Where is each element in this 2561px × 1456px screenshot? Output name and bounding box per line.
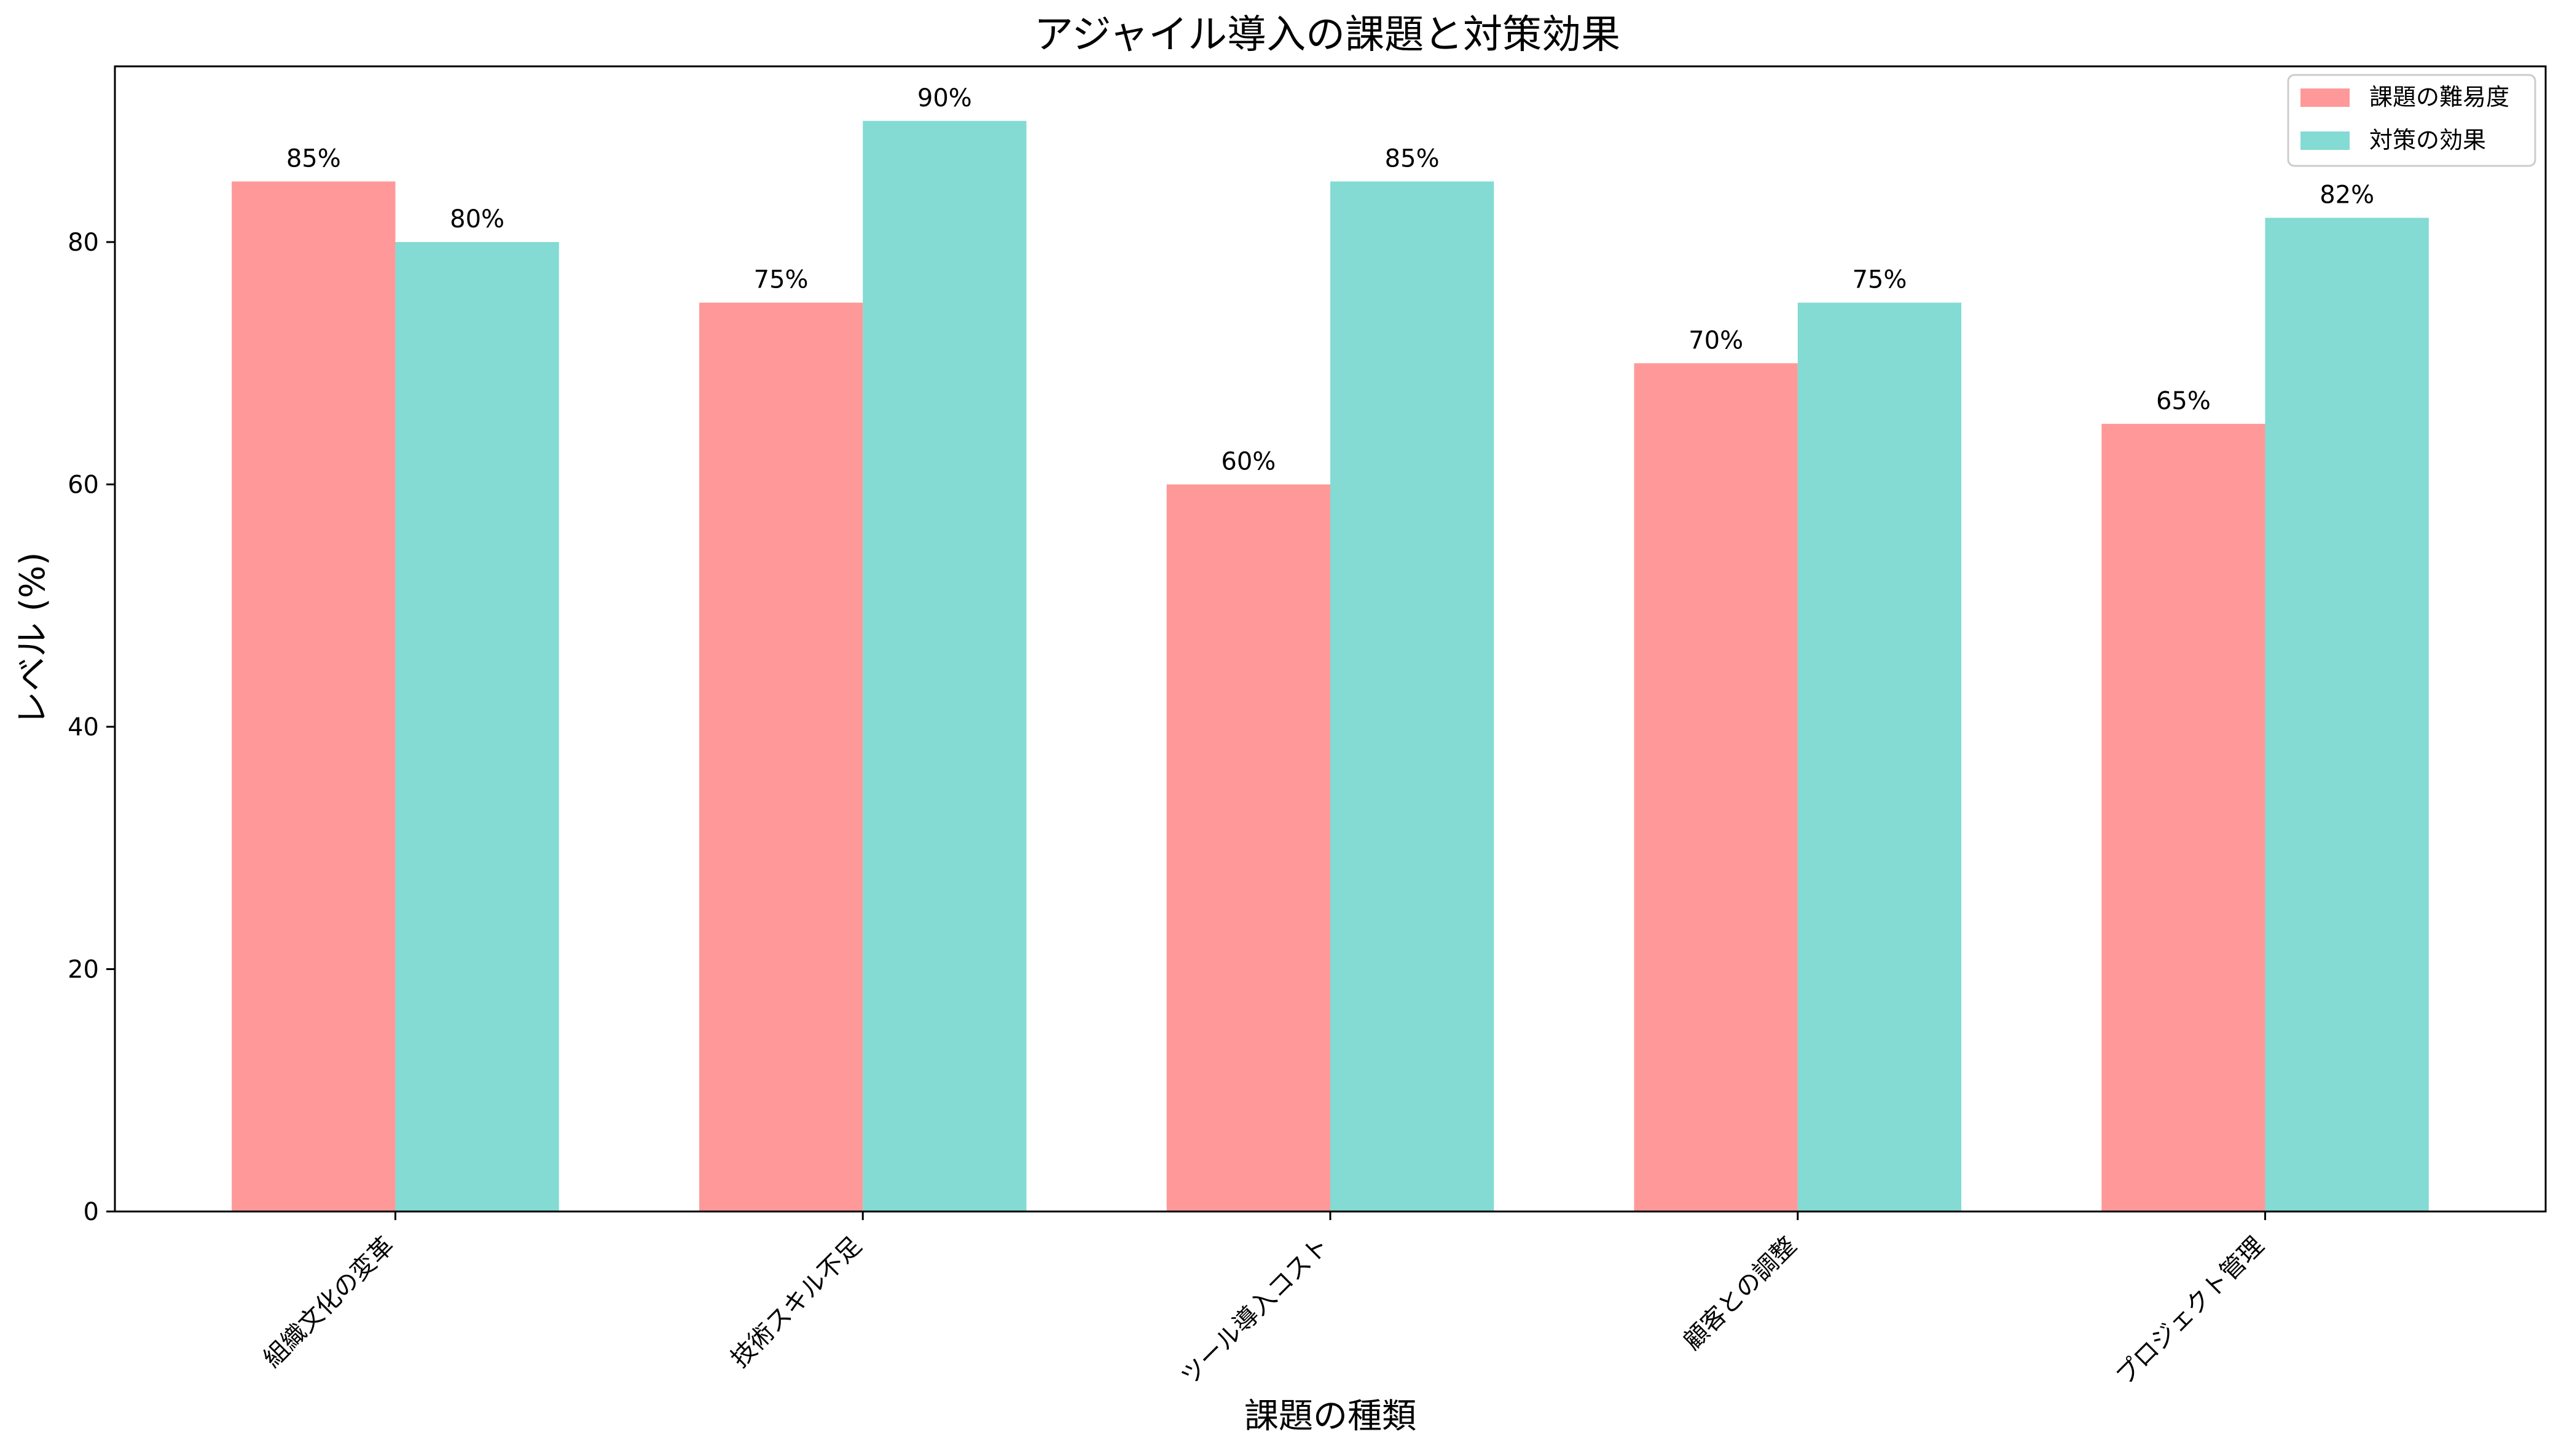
- bar-effect-2: [1330, 181, 1494, 1211]
- y-tick-label-80: 80: [68, 229, 99, 257]
- x-tick-label-0: 組織文化の変革: [258, 1232, 400, 1374]
- value-label-effect-2: 85%: [1385, 144, 1440, 173]
- legend-swatch-difficulty: [2300, 88, 2350, 107]
- bar-effect-4: [2265, 217, 2429, 1212]
- y-tick-label-0: 0: [84, 1198, 99, 1226]
- bars-layer: [232, 120, 2429, 1212]
- legend-label-difficulty: 課題の難易度: [2369, 84, 2509, 111]
- x-tick-label-1: 技術スキル不足: [726, 1232, 868, 1374]
- x-tick-label-2: ツール導入コスト: [1175, 1232, 1335, 1391]
- bar-difficulty-4: [2101, 423, 2265, 1212]
- y-tick-label-60: 60: [68, 471, 99, 499]
- legend-label-effect: 対策の効果: [2369, 127, 2486, 154]
- bar-effect-0: [395, 242, 559, 1211]
- value-label-difficulty-1: 75%: [754, 266, 809, 294]
- value-labels-layer: 85% 75% 60% 70% 65% 80% 90% 85% 75% 82%: [286, 84, 2374, 476]
- value-label-difficulty-4: 65%: [2156, 387, 2211, 415]
- y-tick-label-40: 40: [68, 713, 99, 742]
- chart-title: アジャイル導入の課題と対策効果: [1034, 12, 1620, 58]
- y-axis-label: レベル (%): [13, 552, 53, 726]
- legend: 課題の難易度 対策の効果: [2287, 74, 2536, 167]
- bar-difficulty-2: [1166, 484, 1330, 1211]
- value-label-effect-0: 80%: [450, 205, 504, 233]
- value-label-difficulty-2: 60%: [1221, 448, 1276, 476]
- legend-swatch-effect: [2300, 131, 2350, 150]
- value-label-effect-4: 82%: [2320, 181, 2374, 209]
- x-tick-label-4: プロジェクト管理: [2111, 1232, 2270, 1391]
- bar-difficulty-3: [1634, 363, 1798, 1211]
- x-axis: 組織文化の変革 技術スキル不足 ツール導入コスト 顧客との調整 プロジェクト管理: [258, 1211, 2270, 1390]
- bar-difficulty-0: [232, 181, 396, 1211]
- x-axis-label: 課題の種類: [1244, 1396, 1416, 1436]
- y-axis: 0 20 40 60 80: [68, 229, 115, 1226]
- x-tick-label-3: 顧客との調整: [1678, 1232, 1802, 1356]
- legend-box: [2287, 74, 2536, 167]
- bar-difficulty-1: [699, 302, 863, 1212]
- value-label-difficulty-3: 70%: [1688, 326, 1743, 354]
- bar-effect-1: [863, 120, 1027, 1211]
- bar-effect-3: [1797, 302, 1962, 1212]
- value-label-effect-1: 90%: [917, 84, 972, 112]
- y-tick-label-20: 20: [68, 956, 99, 984]
- value-label-effect-3: 75%: [1852, 266, 1907, 294]
- value-label-difficulty-0: 85%: [286, 144, 341, 173]
- plot-frame: [114, 65, 2547, 1213]
